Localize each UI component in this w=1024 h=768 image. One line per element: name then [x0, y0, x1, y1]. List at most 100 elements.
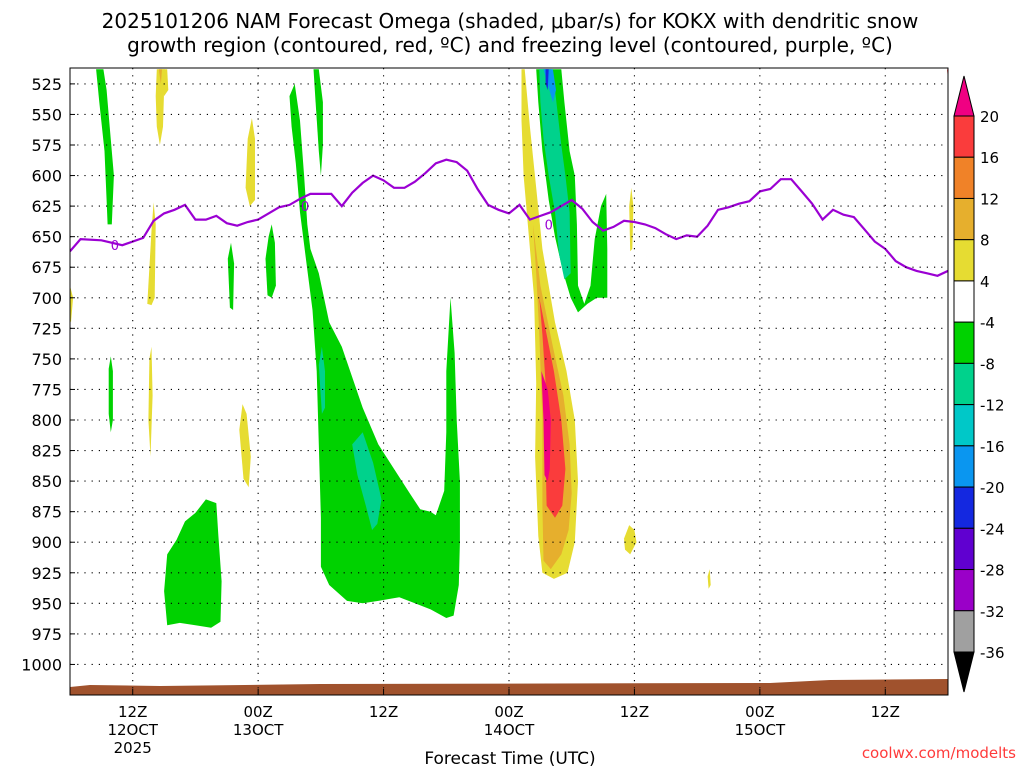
colorbar-label-4: 4 — [980, 273, 990, 291]
chart-title-line-1: 2025101206 NAM Forecast Omega (shaded, μ… — [102, 9, 919, 33]
y-tick-label-875: 875 — [31, 503, 62, 522]
colorbar-box-0 — [953, 115, 975, 158]
ground-surface — [70, 679, 948, 695]
colorbar-bottom-arrow — [953, 651, 975, 693]
x-tick-label-1-0: 00Z — [243, 703, 272, 721]
credit-text: coolwx.com/modelts — [862, 744, 1016, 762]
omega-region-7 — [265, 224, 276, 298]
omega-region-17 — [541, 371, 551, 482]
colorbar-box-2 — [953, 197, 975, 241]
colorbar-box-5 — [953, 321, 975, 364]
omega-region-11 — [313, 69, 323, 176]
colorbar-box-8 — [953, 445, 975, 488]
omega-region-2 — [155, 69, 166, 145]
y-tick-label-975: 975 — [31, 625, 62, 644]
colorbar-box-6 — [953, 362, 975, 406]
colorbar-label--12: -12 — [980, 397, 1005, 415]
colorbar-label--20: -20 — [980, 479, 1005, 497]
y-tick-label-675: 675 — [31, 258, 62, 277]
omega-region-6 — [227, 242, 235, 310]
x-axis-title: Forecast Time (UTC) — [424, 749, 595, 768]
y-tick-label-775: 775 — [31, 380, 62, 399]
colorbar-label-20: 20 — [980, 108, 999, 126]
plot-frame — [69, 67, 949, 696]
omega-region-9 — [239, 404, 251, 488]
omega-region-3 — [158, 69, 162, 84]
omega-region-25 — [70, 285, 74, 323]
x-tick-label-5-0: 00Z — [745, 703, 774, 721]
omega-region-4 — [164, 499, 222, 628]
colorbar-label-16: 16 — [980, 149, 999, 167]
x-tick-label-3-0: 00Z — [494, 703, 523, 721]
y-tick-label-800: 800 — [31, 411, 62, 430]
x-tick-label-1-1: 13OCT — [233, 721, 284, 739]
y-tick-label-625: 625 — [31, 197, 62, 216]
x-tick-label-3-1: 14OCT — [484, 721, 535, 739]
colorbar-box-4 — [953, 280, 975, 323]
colorbar-label--28: -28 — [980, 562, 1005, 580]
omega-region-13 — [318, 346, 325, 414]
colorbar-label-12: 12 — [980, 190, 999, 208]
x-tick-label-4-0: 12Z — [620, 703, 649, 721]
plot-area: 0 0 0 — [70, 69, 948, 695]
colorbar-box-3 — [953, 239, 975, 282]
colorbar-label--32: -32 — [980, 603, 1005, 621]
y-tick-label-725: 725 — [31, 319, 62, 338]
colorbar-label--16: -16 — [980, 438, 1005, 456]
colorbar-label-8: 8 — [980, 232, 990, 250]
x-tick-label-6-0: 12Z — [871, 703, 900, 721]
colorbar-box-1 — [953, 156, 975, 199]
colorbar-label--4: -4 — [980, 314, 995, 332]
colorbar-box-11 — [953, 569, 975, 612]
x-tick-label-5-1: 15OCT — [735, 721, 786, 739]
omega-region-5 — [147, 202, 156, 306]
y-tick-label-550: 550 — [31, 105, 62, 124]
colorbar-box-7 — [953, 404, 975, 447]
y-tick-label-750: 750 — [31, 350, 62, 369]
colorbar-box-9 — [953, 486, 975, 529]
y-tick-label-650: 650 — [31, 228, 62, 247]
y-tick-label-600: 600 — [31, 167, 62, 186]
y-tick-label-850: 850 — [31, 472, 62, 491]
chart-title-line-2: growth region (contoured, red, ºC) and f… — [127, 33, 893, 57]
omega-region-22 — [624, 525, 637, 555]
y-tick-label-525: 525 — [31, 75, 62, 94]
y-tick-label-1000: 1000 — [21, 655, 62, 674]
omega-region-10 — [289, 83, 460, 618]
x-tick-label-0-2: 2025 — [114, 739, 152, 757]
y-tick-label-925: 925 — [31, 564, 62, 583]
freezing-level-label-1: 0 — [301, 200, 309, 215]
y-tick-label-900: 900 — [31, 533, 62, 552]
y-tick-label-700: 700 — [31, 289, 62, 308]
colorbar-label--36: -36 — [980, 644, 1005, 662]
omega-region-1 — [108, 356, 113, 433]
omega-region-19 — [539, 69, 571, 280]
colorbar: 20 16 12 8 4 -4 -8 -12 -16 -20 -24 -28 -32 -36 — [953, 75, 1005, 693]
y-tick-label-575: 575 — [31, 136, 62, 155]
colorbar-top-arrow — [953, 75, 975, 117]
omega-region-12 — [352, 432, 382, 530]
freezing-level-label-0: 0 — [111, 239, 119, 254]
freezing-level-label-2: 0 — [545, 218, 553, 233]
y-tick-label-950: 950 — [31, 594, 62, 613]
omega-region-24 — [707, 569, 711, 589]
omega-region-26 — [148, 346, 153, 457]
omega-region-8 — [245, 118, 255, 207]
colorbar-label--8: -8 — [980, 355, 995, 373]
omega-region-27 — [162, 69, 169, 97]
colorbar-box-10 — [953, 527, 975, 571]
x-tick-label-0-1: 12OCT — [107, 721, 158, 739]
omega-region-23 — [629, 187, 634, 252]
colorbar-label--24: -24 — [980, 520, 1005, 538]
y-axis-labels: 525 550 575 600 625 650 675 700 725 750 775 800 825 8… — [21, 75, 62, 675]
y-tick-label-825: 825 — [31, 442, 62, 461]
x-tick-label-0-0: 12Z — [118, 703, 147, 721]
freezing-level-line — [70, 158, 948, 277]
x-tick-label-2-0: 12Z — [369, 703, 398, 721]
colorbar-box-12 — [953, 610, 975, 653]
grid — [70, 68, 948, 695]
omega-region-21 — [545, 69, 549, 90]
omega-region-0 — [96, 69, 114, 225]
